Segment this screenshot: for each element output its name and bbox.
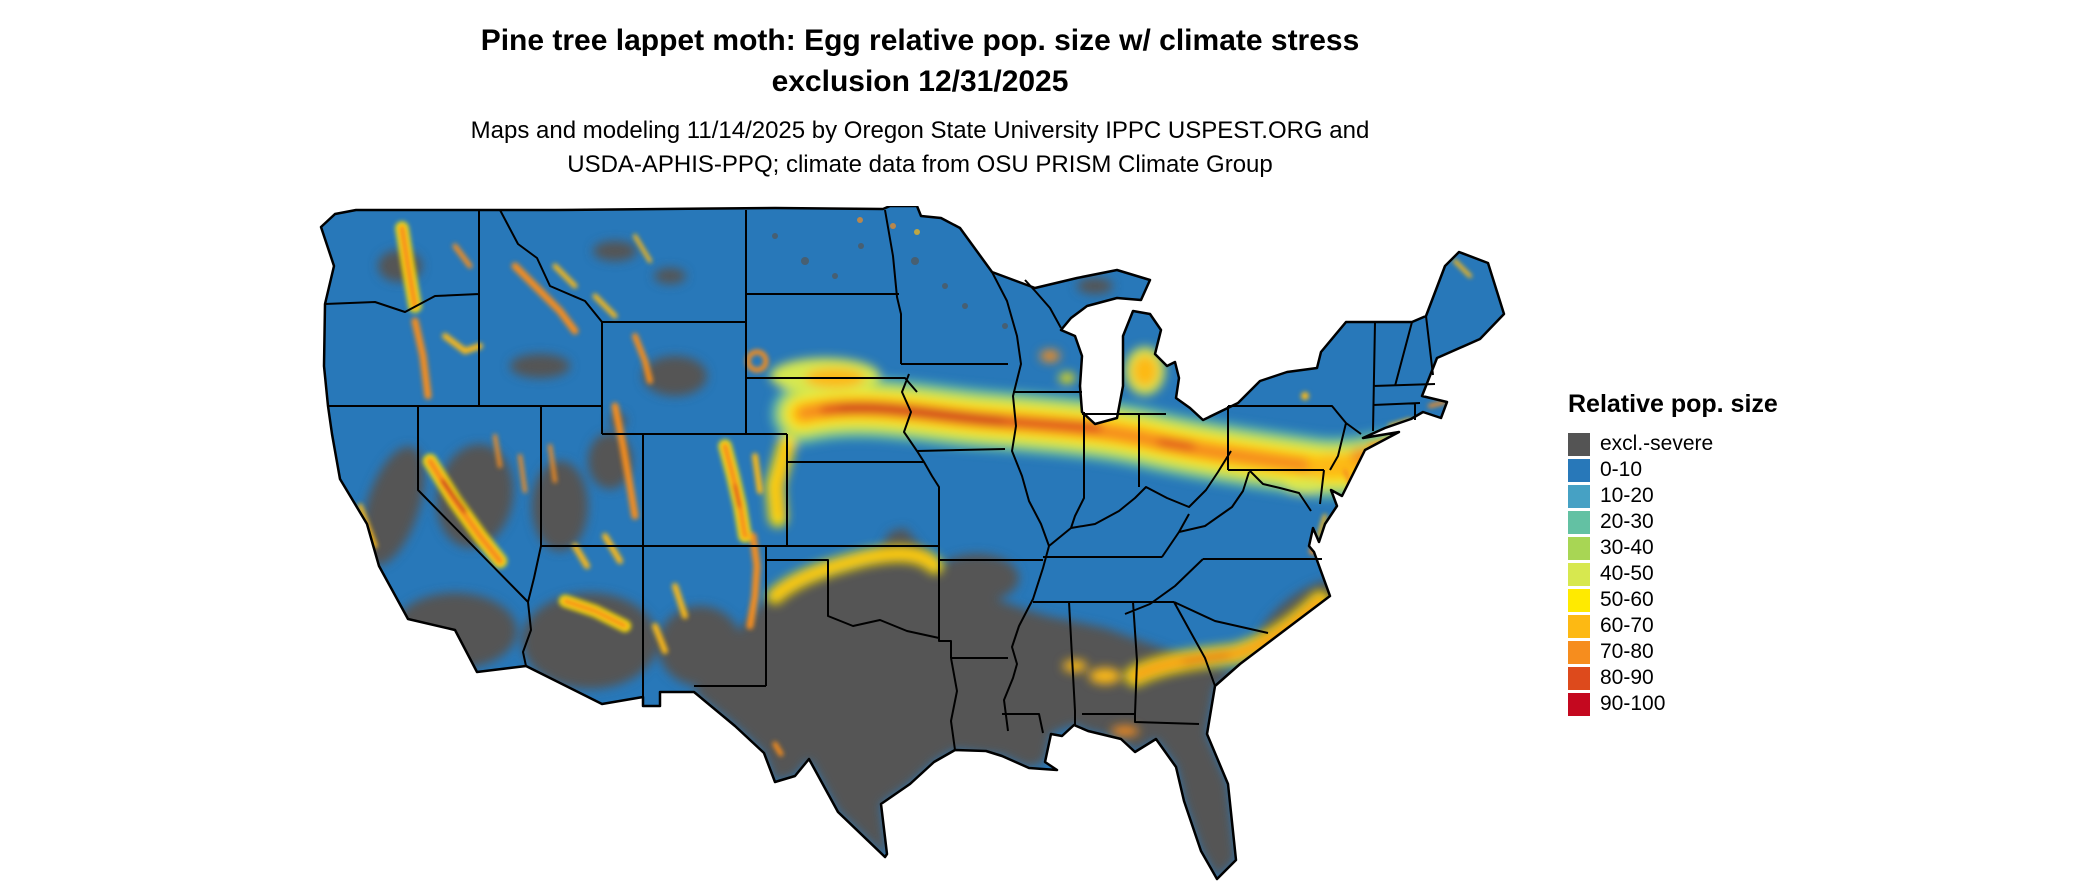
us-outline	[319, 204, 1506, 881]
legend-swatch	[1568, 692, 1590, 716]
figure-title-line1: Pine tree lappet moth: Egg relative pop.…	[480, 24, 1360, 57]
legend-swatch	[1568, 510, 1590, 534]
figure-subtitle-line1: Maps and modeling 11/14/2025 by Oregon S…	[470, 117, 1370, 144]
legend-label: 10-20	[1600, 484, 1654, 507]
legend-item: 30-40	[1568, 535, 1778, 561]
legend-swatch	[1568, 458, 1590, 482]
heat-band	[765, 347, 1424, 736]
legend-title: Relative pop. size	[1568, 390, 1778, 418]
legend-item: 50-60	[1568, 587, 1778, 613]
legend-swatch	[1568, 536, 1590, 560]
legend-swatch	[1568, 588, 1590, 612]
legend-label: 30-40	[1600, 536, 1654, 559]
legend-swatch	[1568, 562, 1590, 586]
legend-item: 60-70	[1568, 613, 1778, 639]
figure-title-line2: exclusion 12/31/2025	[771, 65, 1069, 98]
state-boundaries	[324, 209, 1436, 751]
us-map	[319, 204, 1506, 881]
legend-label: 50-60	[1600, 588, 1654, 611]
title-block: Pine tree lappet moth: Egg relative pop.…	[0, 20, 1840, 182]
legend-swatch	[1568, 614, 1590, 638]
legend-item: 70-80	[1568, 639, 1778, 665]
raster-speckles	[772, 217, 1008, 329]
legend-swatch	[1568, 432, 1590, 456]
legend-item: 40-50	[1568, 561, 1778, 587]
legend-label: 0-10	[1600, 458, 1643, 481]
legend-swatch	[1568, 666, 1590, 690]
figure-subtitle: Maps and modeling 11/14/2025 by Oregon S…	[0, 114, 1840, 182]
legend-item: 90-100	[1568, 691, 1778, 717]
legend-label: 70-80	[1600, 640, 1654, 663]
legend-item: 0-10	[1568, 457, 1778, 483]
legend-label: 60-70	[1600, 614, 1654, 637]
legend-label: excl.-severe	[1600, 432, 1714, 455]
legend-item: 20-30	[1568, 509, 1778, 535]
legend-label: 40-50	[1600, 562, 1654, 585]
legend-label: 20-30	[1600, 510, 1654, 533]
legend-label: 90-100	[1600, 692, 1666, 715]
legend-item: 80-90	[1568, 665, 1778, 691]
legend-item: excl.-severe	[1568, 431, 1778, 457]
legend-items: excl.-severe 0-10 10-20 20-30 30-40 40-50 50-6…	[1568, 431, 1778, 717]
legend: Relative pop. size excl.-severe 0-10 10-20…	[1568, 390, 1778, 717]
map-container	[305, 204, 1525, 882]
legend-item: 10-20	[1568, 483, 1778, 509]
legend-swatch	[1568, 484, 1590, 508]
legend-swatch	[1568, 640, 1590, 664]
figure-subtitle-line2: USDA-APHIS-PPQ; climate data from OSU PR…	[567, 151, 1273, 178]
legend-label: 80-90	[1600, 666, 1654, 689]
